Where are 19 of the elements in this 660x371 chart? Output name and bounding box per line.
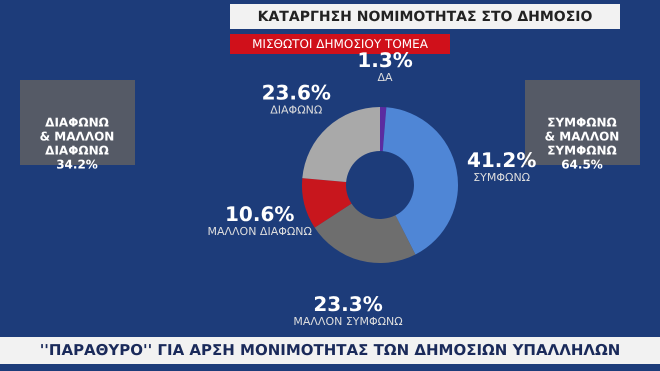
text: ''ΠΑΡΑΘΥΡΟ'' ΓΙΑ ΑΡΣΗ ΜΟΝΙΜΟΤΗΤΑΣ ΤΩΝ ΔΗΜΟΣΙΩΝ ΥΠΑΛΛΗΛΩΝ <box>40 341 620 359</box>
text: ΔΙΑΦΩΝΩ & ΜΑΛΛΟΝ ΔΙΑΦΩΝΩ 34.2% <box>40 116 114 172</box>
donut-slice <box>380 107 386 152</box>
data-label: 10.6% <box>225 202 294 226</box>
slice-label: ΜΑΛΛΟΝ ΔΙΑΦΩΝΩ <box>207 225 312 238</box>
donut-slice <box>314 204 416 263</box>
data-label: 41.2% <box>466 148 536 172</box>
data-label: 1.3% <box>357 48 413 72</box>
chart-subtitle: ΜΙΣΘΩΤΟΙ ΔΗΜΟΣΙΟΥ ΤΟΜΕΑ <box>252 37 429 51</box>
donut-slice <box>382 107 458 254</box>
text: ΣΥΜΦΩΝΩ & ΜΑΛΛΟΝ ΣΥΜΦΩΝΩ 64.5% <box>544 116 620 172</box>
chart-title: ΚΑΤΑΡΓΗΣΗ ΝΟΜΙΜΟΤΗΤΑΣ ΣΤΟ ΔΗΜΟΣΙΟ <box>258 9 592 25</box>
slice-label: ΔΙΑΦΩΝΩ <box>270 104 322 117</box>
donut-slice <box>302 178 352 228</box>
data-label: 23.6% <box>262 80 331 105</box>
slice-label: ΜΑΛΛΟΝ ΣΥΜΦΩΝΩ <box>293 314 403 328</box>
slice-label: ΔΑ <box>378 71 394 84</box>
data-label: 23.3% <box>313 292 383 316</box>
slice-label: ΣΥΜΦΩΝΩ <box>473 171 530 184</box>
